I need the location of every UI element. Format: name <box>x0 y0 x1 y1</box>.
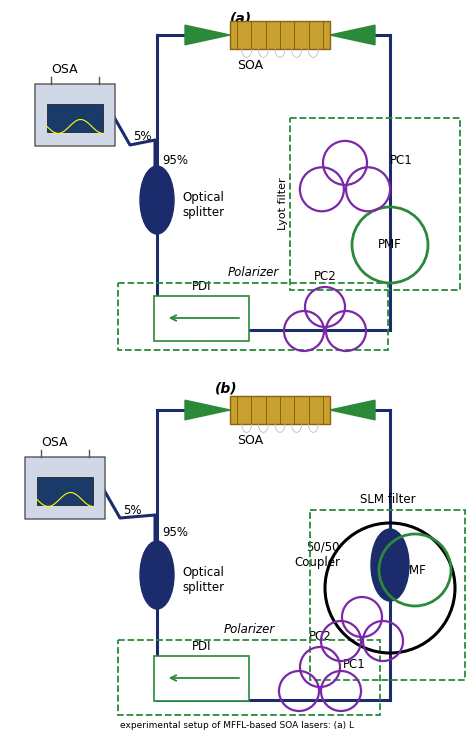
Text: 5%: 5% <box>133 130 152 144</box>
Text: PC1: PC1 <box>343 658 365 671</box>
Bar <box>230 396 330 424</box>
Text: Polarizer: Polarizer <box>228 266 279 279</box>
Bar <box>230 21 330 49</box>
Text: Polarizer: Polarizer <box>223 623 274 636</box>
Bar <box>155 656 249 700</box>
FancyBboxPatch shape <box>25 457 105 519</box>
Bar <box>118 640 380 715</box>
Text: OSA: OSA <box>52 63 78 76</box>
Text: Optical
splitter: Optical splitter <box>182 191 224 219</box>
Text: 50/50
Coupler: 50/50 Coupler <box>294 541 340 569</box>
Text: Lyot filter: Lyot filter <box>278 178 288 230</box>
Ellipse shape <box>371 529 409 601</box>
Text: PC2: PC2 <box>314 270 337 283</box>
Text: 95%: 95% <box>162 527 188 539</box>
Bar <box>290 118 460 290</box>
Text: (b): (b) <box>215 382 237 396</box>
Bar <box>310 510 465 680</box>
Ellipse shape <box>140 166 174 234</box>
FancyBboxPatch shape <box>35 84 115 146</box>
Text: PDI: PDI <box>192 639 212 653</box>
Text: PDI: PDI <box>192 279 212 293</box>
Text: PMF: PMF <box>378 239 402 251</box>
Bar <box>47 104 103 132</box>
Text: SOA: SOA <box>237 59 263 72</box>
Polygon shape <box>330 400 375 420</box>
Bar <box>155 296 249 341</box>
Text: PC2: PC2 <box>309 630 331 643</box>
Text: experimental setup of MFFL-based SOA lasers: (a) L: experimental setup of MFFL-based SOA las… <box>120 721 354 730</box>
Ellipse shape <box>140 541 174 609</box>
Text: 95%: 95% <box>162 153 188 167</box>
Text: SOA: SOA <box>237 434 263 447</box>
Bar <box>37 477 93 505</box>
Text: PC1: PC1 <box>390 153 413 167</box>
Text: OSA: OSA <box>42 436 68 449</box>
Text: SLM filter: SLM filter <box>360 493 415 506</box>
Text: Optical
splitter: Optical splitter <box>182 566 224 594</box>
Polygon shape <box>185 25 230 44</box>
Polygon shape <box>330 25 375 44</box>
Text: (a): (a) <box>230 12 252 26</box>
Bar <box>118 283 388 350</box>
Polygon shape <box>185 400 230 420</box>
Text: PMF: PMF <box>403 563 427 576</box>
Text: 5%: 5% <box>123 503 142 516</box>
